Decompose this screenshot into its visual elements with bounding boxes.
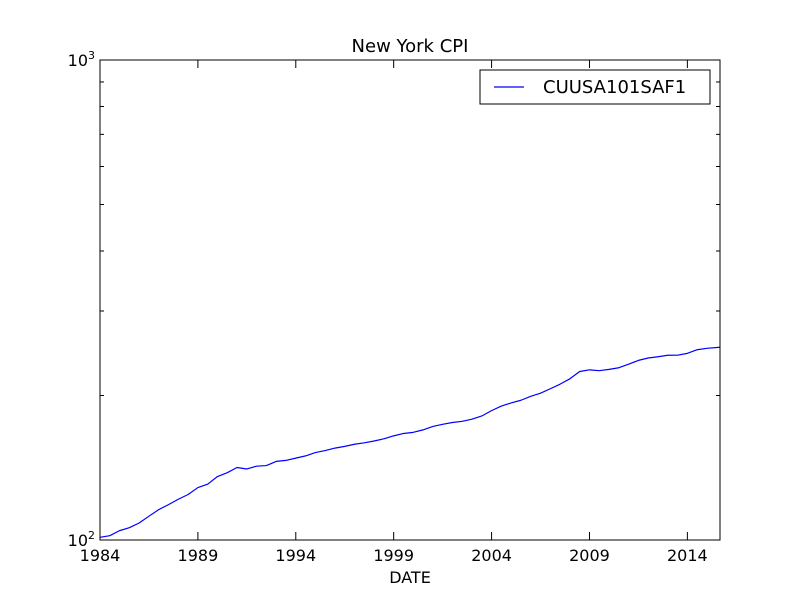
legend: CUUSA101SAF1 [479, 69, 711, 105]
x-tick-label: 1989 [178, 546, 219, 565]
x-tick-label: 1999 [373, 546, 414, 565]
x-tick-label: 1984 [80, 546, 121, 565]
y-tick-label: 102 [68, 529, 95, 550]
legend-label: CUUSA101SAF1 [543, 77, 686, 98]
plot-frame [99, 59, 721, 541]
series-layer [99, 346, 721, 538]
y-tick-label: 103 [68, 49, 95, 70]
axis-ticks [99, 60, 720, 540]
x-tick-label: 2009 [569, 546, 610, 565]
y-tick-labels: 102 103 [68, 49, 95, 550]
x-tick-label: 2004 [471, 546, 512, 565]
x-axis-label: DATE [389, 568, 431, 587]
x-tick-label: 1994 [275, 546, 316, 565]
series-line-cpi [99, 346, 721, 538]
plot-area [100, 60, 720, 540]
chart-title: New York CPI [352, 36, 469, 57]
x-tick-labels: 1984 1989 1994 1999 2004 2009 2014 [80, 546, 708, 565]
x-tick-label: 2014 [667, 546, 708, 565]
